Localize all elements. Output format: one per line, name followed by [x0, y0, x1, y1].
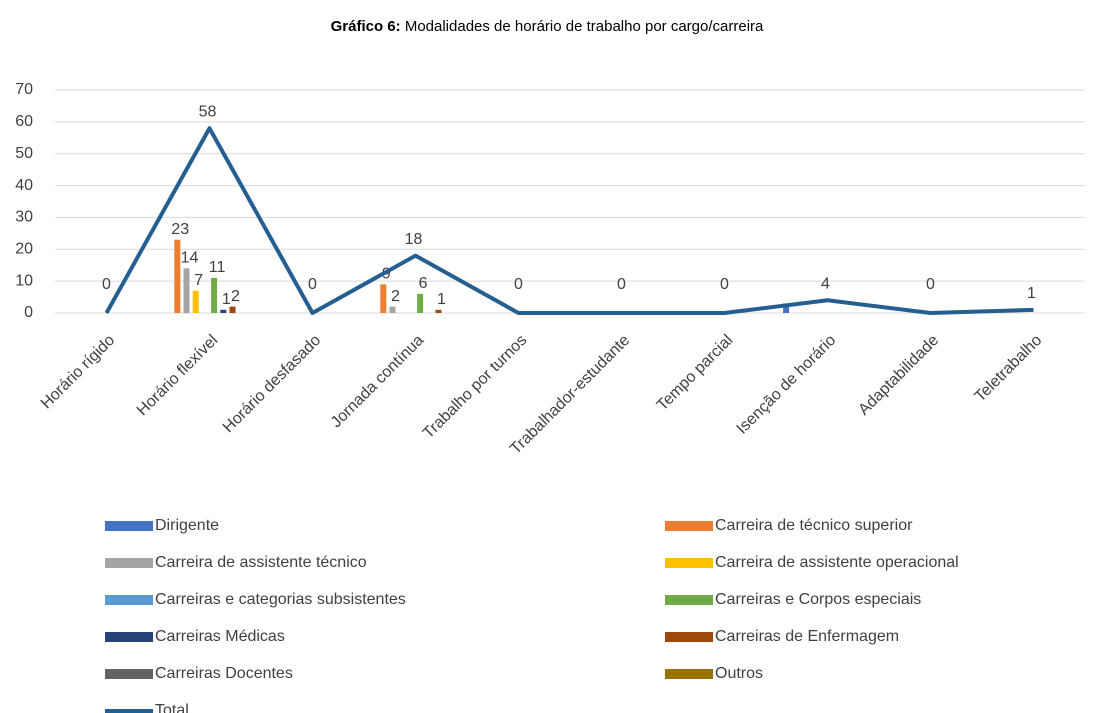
- data-label: 6: [419, 275, 428, 292]
- data-label: 7: [194, 272, 203, 289]
- data-label: 0: [617, 276, 626, 293]
- bar: [380, 284, 387, 313]
- data-label: 0: [308, 276, 317, 293]
- bar: [229, 306, 236, 313]
- legend-swatch: [105, 669, 153, 679]
- x-tick-label: Jornada contínua: [328, 332, 428, 432]
- bar: [389, 306, 396, 313]
- y-tick-label: 40: [15, 177, 33, 194]
- bar: [435, 309, 442, 313]
- x-tick-label: Trabalho por turnos: [420, 332, 530, 442]
- legend-swatch: [105, 595, 153, 605]
- y-tick-label: 50: [15, 145, 33, 162]
- legend-swatch: [665, 595, 713, 605]
- chart-title-label: Gráfico 6:: [331, 18, 401, 35]
- bar: [783, 303, 790, 313]
- legend-swatch: [665, 669, 713, 679]
- x-tick-label: Horário flexível: [134, 332, 221, 419]
- legend-label: Carreiras Médicas: [155, 628, 285, 645]
- y-tick-label: 20: [15, 241, 33, 258]
- data-label: 1: [437, 291, 446, 308]
- data-label: 0: [720, 276, 729, 293]
- data-label: 18: [405, 231, 423, 248]
- legend-label: Carreiras e categorias subsistentes: [155, 591, 406, 608]
- data-label: 23: [171, 221, 189, 238]
- y-tick-label: 0: [24, 304, 33, 321]
- data-label: 0: [926, 276, 935, 293]
- legend-swatch: [105, 632, 153, 642]
- y-tick-label: 70: [15, 81, 33, 98]
- legend-swatch: [665, 521, 713, 531]
- x-tick-label: Horário rígido: [38, 332, 119, 413]
- bar: [192, 290, 199, 313]
- x-tick-label: Adaptabilidade: [855, 332, 942, 419]
- data-label: 14: [181, 250, 199, 267]
- legend-swatch: [105, 521, 153, 531]
- data-label: 1: [1027, 285, 1036, 302]
- legend-label: Total: [155, 702, 189, 713]
- legend-label: Carreira de técnico superior: [715, 517, 913, 534]
- data-label: 11: [209, 259, 226, 276]
- data-label: 4: [821, 275, 830, 292]
- legend-label: Carreiras Docentes: [155, 665, 293, 682]
- legend-swatch: [105, 558, 153, 568]
- legend-label: Dirigente: [155, 517, 219, 534]
- x-tick-label: Tempo parcial: [654, 332, 736, 414]
- legend-swatch: [665, 558, 713, 568]
- bar: [183, 268, 190, 313]
- data-label: 2: [231, 288, 240, 305]
- data-label: 2: [391, 288, 400, 305]
- x-tick-label: Teletrabalho: [972, 332, 1046, 406]
- bar: [174, 239, 181, 313]
- total-line: [104, 126, 1034, 315]
- chart-title: Modalidades de horário de trabalho por c…: [405, 18, 764, 35]
- data-label: 1: [222, 291, 231, 308]
- legend-label: Outros: [715, 665, 763, 682]
- y-tick-label: 60: [15, 113, 33, 130]
- x-tick-label: Isenção de horário: [734, 332, 840, 438]
- data-label: 0: [514, 276, 523, 293]
- legend-label: Carreiras e Corpos especiais: [715, 591, 921, 608]
- x-tick-label: Horário desfasado: [220, 332, 325, 437]
- data-label: 58: [199, 103, 217, 120]
- y-tick-label: 30: [15, 209, 33, 226]
- chart-title-group: Gráfico 6: Modalidades de horário de tra…: [331, 18, 764, 35]
- data-label: 0: [102, 276, 111, 293]
- y-tick-label: 10: [15, 272, 33, 289]
- legend-swatch: [665, 632, 713, 642]
- legend-label: Carreiras de Enfermagem: [715, 628, 899, 645]
- legend-label: Carreira de assistente operacional: [715, 554, 959, 571]
- legend-label: Carreira de assistente técnico: [155, 554, 367, 571]
- bar: [417, 293, 424, 313]
- bar: [220, 309, 227, 313]
- x-tick-label: Trabalhador-estudante: [507, 332, 633, 458]
- bar: [211, 277, 218, 313]
